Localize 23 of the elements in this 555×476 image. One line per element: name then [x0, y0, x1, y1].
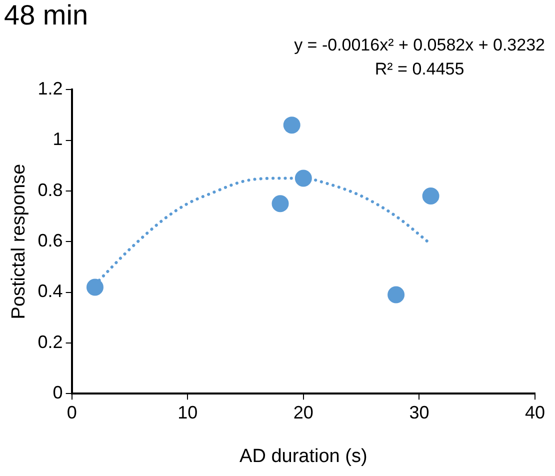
x-tick-label: 20	[293, 402, 314, 422]
x-tick-label: 0	[66, 402, 77, 422]
point	[272, 195, 289, 212]
y-tick-label: 0	[52, 382, 63, 403]
x-axis-title: AD duration (s)	[240, 446, 368, 467]
y-tick-label: 1.2	[38, 78, 63, 99]
x-tick-label: 40	[524, 402, 546, 422]
y-axis-title: Postictal response	[8, 164, 30, 320]
y-tick-label: 0.6	[38, 230, 63, 251]
point	[86, 278, 104, 296]
point	[294, 170, 312, 187]
point	[422, 188, 440, 204]
x-tick-label: 30	[409, 402, 430, 422]
y-tick-label: 0.2	[38, 332, 63, 352]
y-tick-label: 0.8	[38, 180, 63, 200]
y-tick-label: 1	[52, 129, 63, 150]
x-tick-label: 10	[178, 402, 198, 422]
text: R² = 0.4455	[374, 59, 464, 78]
point	[388, 286, 405, 304]
point	[283, 116, 300, 134]
text: y = -0.0016x² + 0.0582x + 0.3232	[294, 35, 545, 54]
chart-title: 48 min	[4, 0, 88, 31]
y-tick-label: 0.4	[38, 281, 63, 302]
